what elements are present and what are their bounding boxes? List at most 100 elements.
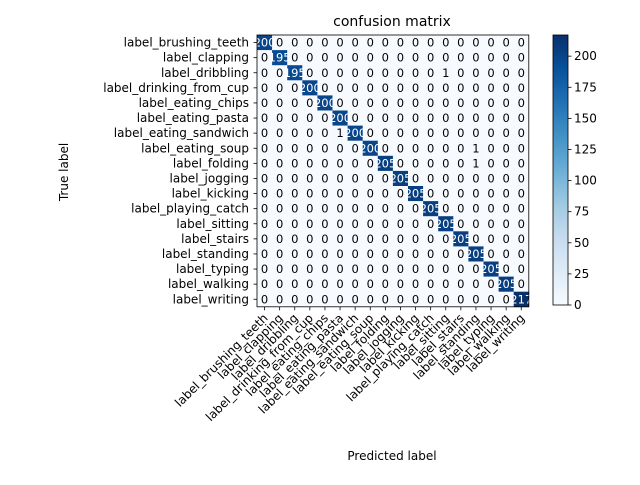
cell-value: 0 bbox=[502, 111, 509, 125]
matrix-cell bbox=[438, 246, 454, 262]
matrix-cell bbox=[438, 155, 454, 172]
cell-value: 0 bbox=[397, 156, 404, 170]
cell-value: 0 bbox=[367, 262, 374, 276]
cell-value: 0 bbox=[382, 126, 389, 140]
matrix-cell bbox=[257, 140, 273, 157]
matrix-cell bbox=[453, 216, 469, 232]
cell-value: 0 bbox=[427, 247, 434, 261]
matrix-cell bbox=[377, 216, 394, 232]
matrix-cell bbox=[513, 246, 530, 262]
cell-value: 0 bbox=[502, 96, 509, 110]
cell-value: 0 bbox=[457, 36, 464, 50]
matrix-cell bbox=[362, 125, 379, 141]
y-tick-label: label_kicking bbox=[172, 187, 249, 201]
matrix-cell bbox=[317, 80, 333, 96]
matrix-cell bbox=[362, 246, 379, 262]
cell-value: 0 bbox=[487, 96, 494, 110]
matrix-cell bbox=[513, 291, 530, 308]
matrix-cell bbox=[513, 155, 530, 172]
cell-value: 0 bbox=[412, 277, 419, 291]
cell-value: 0 bbox=[472, 187, 479, 201]
matrix-cell bbox=[392, 80, 409, 96]
y-tick-label: label_eating_pasta bbox=[137, 111, 249, 125]
matrix-cell bbox=[317, 140, 333, 157]
cell-value: 0 bbox=[291, 156, 298, 170]
cell-value: 0 bbox=[472, 111, 479, 125]
matrix-cell bbox=[513, 35, 530, 51]
matrix-cell bbox=[377, 140, 394, 157]
colorbar-tick-label: 200 bbox=[574, 49, 597, 63]
matrix-cell bbox=[498, 170, 514, 187]
matrix-cell bbox=[498, 291, 514, 308]
cell-value: 0 bbox=[336, 141, 343, 155]
matrix-cell bbox=[347, 246, 363, 262]
matrix: 200 0 0 0 0 0 0 0 0 0 0 0 0 0 0 0 0 00 195 0 0 0 0 0 0 0 0 0 0 0 0 0 0 0 0… bbox=[254, 34, 532, 308]
y-axis-label: True label bbox=[57, 143, 71, 202]
cell-value: 0 bbox=[427, 262, 434, 276]
matrix-cell bbox=[438, 261, 454, 277]
cell-value: 0 bbox=[487, 141, 494, 155]
cell-value: 0 bbox=[306, 66, 313, 80]
matrix-cell bbox=[362, 216, 379, 232]
matrix-cell bbox=[438, 35, 454, 51]
matrix-frame bbox=[256, 34, 530, 308]
cell-value: 0 bbox=[261, 292, 268, 306]
matrix-cell bbox=[257, 35, 273, 51]
matrix-cell bbox=[287, 95, 303, 111]
cell-value: 0 bbox=[442, 156, 449, 170]
matrix-cell bbox=[257, 246, 273, 262]
matrix-cell bbox=[392, 155, 409, 172]
cell-value: 0 bbox=[472, 202, 479, 216]
matrix-cell bbox=[453, 35, 469, 51]
matrix-cell bbox=[453, 186, 469, 202]
cell-value: 0 bbox=[382, 81, 389, 95]
cell-value: 0 bbox=[367, 156, 374, 170]
matrix-cell bbox=[272, 216, 288, 232]
matrix-cell bbox=[377, 80, 394, 96]
cell-value: 0 bbox=[502, 202, 509, 216]
cell-value: 0 bbox=[502, 156, 509, 170]
cell-value: 200 bbox=[299, 81, 321, 95]
matrix-cell bbox=[272, 110, 288, 126]
cell-value: 0 bbox=[321, 126, 328, 140]
matrix-cell bbox=[257, 186, 273, 202]
matrix-cell bbox=[513, 65, 530, 81]
matrix-cell bbox=[377, 261, 394, 277]
y-tick-label: label_jogging bbox=[170, 171, 250, 185]
matrix-cell bbox=[408, 65, 424, 81]
matrix-cell bbox=[272, 261, 288, 277]
cell-value: 0 bbox=[442, 247, 449, 261]
matrix-cell bbox=[468, 65, 484, 81]
matrix-cell bbox=[287, 170, 303, 187]
cell-value: 0 bbox=[261, 81, 268, 95]
matrix-cell bbox=[483, 216, 499, 232]
matrix-cell bbox=[377, 125, 394, 141]
cell-value: 0 bbox=[442, 126, 449, 140]
cell-value: 0 bbox=[336, 217, 343, 231]
cell-value: 0 bbox=[261, 96, 268, 110]
matrix-cell bbox=[513, 201, 530, 217]
matrix-cell bbox=[272, 170, 288, 187]
cell-value: 0 bbox=[397, 217, 404, 231]
matrix-cell bbox=[317, 65, 333, 81]
cell-value: 0 bbox=[351, 66, 358, 80]
matrix-cell bbox=[377, 110, 394, 126]
cell-value: 0 bbox=[261, 202, 268, 216]
matrix-cell bbox=[453, 80, 469, 96]
matrix-cell bbox=[347, 35, 363, 51]
matrix-cell bbox=[468, 186, 484, 202]
matrix-cell bbox=[423, 35, 439, 51]
matrix-cell bbox=[408, 95, 424, 111]
cell-value: 0 bbox=[367, 81, 374, 95]
matrix-cell bbox=[362, 186, 379, 202]
cell-value: 205 bbox=[420, 202, 442, 216]
colorbar-ticks: 0 25 50 75 100 125 150 175 200 bbox=[568, 49, 597, 312]
cell-value: 0 bbox=[442, 111, 449, 125]
cell-value: 0 bbox=[306, 126, 313, 140]
matrix-cell bbox=[423, 125, 439, 141]
cell-value: 0 bbox=[276, 36, 283, 50]
matrix-cell bbox=[453, 261, 469, 277]
cell-value: 0 bbox=[457, 292, 464, 306]
cell-value: 0 bbox=[487, 292, 494, 306]
